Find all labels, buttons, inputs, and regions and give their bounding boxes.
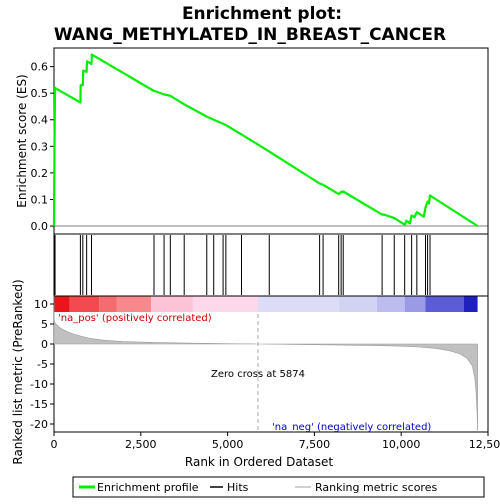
legend-box	[72, 476, 485, 498]
neg-label: 'na_neg' (negatively correlated)	[272, 422, 431, 433]
metric-ytick-label: 0	[41, 338, 48, 351]
es-ylabel: Enrichment score (ES)	[15, 74, 29, 207]
es-ytick-label: 0.4	[31, 114, 49, 127]
metric-ytick-label: -5	[37, 358, 48, 371]
x-tick-label: 5,000	[212, 438, 244, 451]
colorbar-segment	[257, 296, 339, 312]
es-panel-frame	[53, 47, 489, 235]
legend-hits-label: Hits	[227, 481, 249, 494]
colorbar-segment	[425, 296, 464, 312]
colorbar-segment	[463, 296, 478, 312]
colorbar-segment	[404, 296, 426, 312]
chart-title-line1: Enrichment plot:	[182, 4, 342, 24]
x-tick-label: 2,500	[125, 438, 157, 451]
colorbar-segment	[192, 296, 258, 312]
metric-ylabel: Ranked list metric (PreRanked)	[11, 279, 25, 464]
colorbar-segment	[376, 296, 405, 312]
enrichment-profile-line	[52, 53, 479, 227]
colorbar-segment	[116, 296, 152, 312]
colorbar-segment	[151, 296, 193, 312]
es-ytick-label: 0.0	[31, 220, 49, 233]
colorbar-segment	[338, 296, 377, 312]
es-ytick-label: 0.6	[31, 61, 49, 74]
x-tick-label: 0	[51, 438, 58, 451]
metric-ytick-label: 5	[41, 318, 48, 331]
hits-panel-frame	[53, 233, 489, 297]
legend-enrichment-label: Enrichment profile	[97, 481, 199, 494]
x-tick-label: 12,500	[469, 438, 500, 451]
legend-metric-label: Ranking metric scores	[315, 481, 437, 494]
es-ytick-label: 0.3	[31, 140, 49, 153]
colorbar-segment	[54, 296, 70, 312]
metric-ytick-label: -20	[30, 418, 48, 431]
metric-ytick-label: -10	[30, 378, 48, 391]
metric-ytick-label: -15	[30, 398, 48, 411]
colorbar-segment	[69, 296, 100, 312]
x-tick-label: 7,500	[299, 438, 331, 451]
es-ytick-label: 0.5	[31, 87, 49, 100]
x-axis-label: Rank in Ordered Dataset	[185, 455, 333, 469]
zero-cross-label: Zero cross at 5874	[211, 369, 305, 380]
colorbar-segment	[99, 296, 117, 312]
chart-title-line2: WANG_METHYLATED_IN_BREAST_CANCER	[54, 25, 446, 45]
es-ytick-label: 0.1	[31, 193, 49, 206]
x-tick-label: 10,000	[382, 438, 421, 451]
es-ytick-label: 0.2	[31, 167, 49, 180]
metric-ytick-label: 10	[34, 298, 48, 311]
pos-label: 'na_pos' (positively correlated)	[58, 313, 212, 324]
